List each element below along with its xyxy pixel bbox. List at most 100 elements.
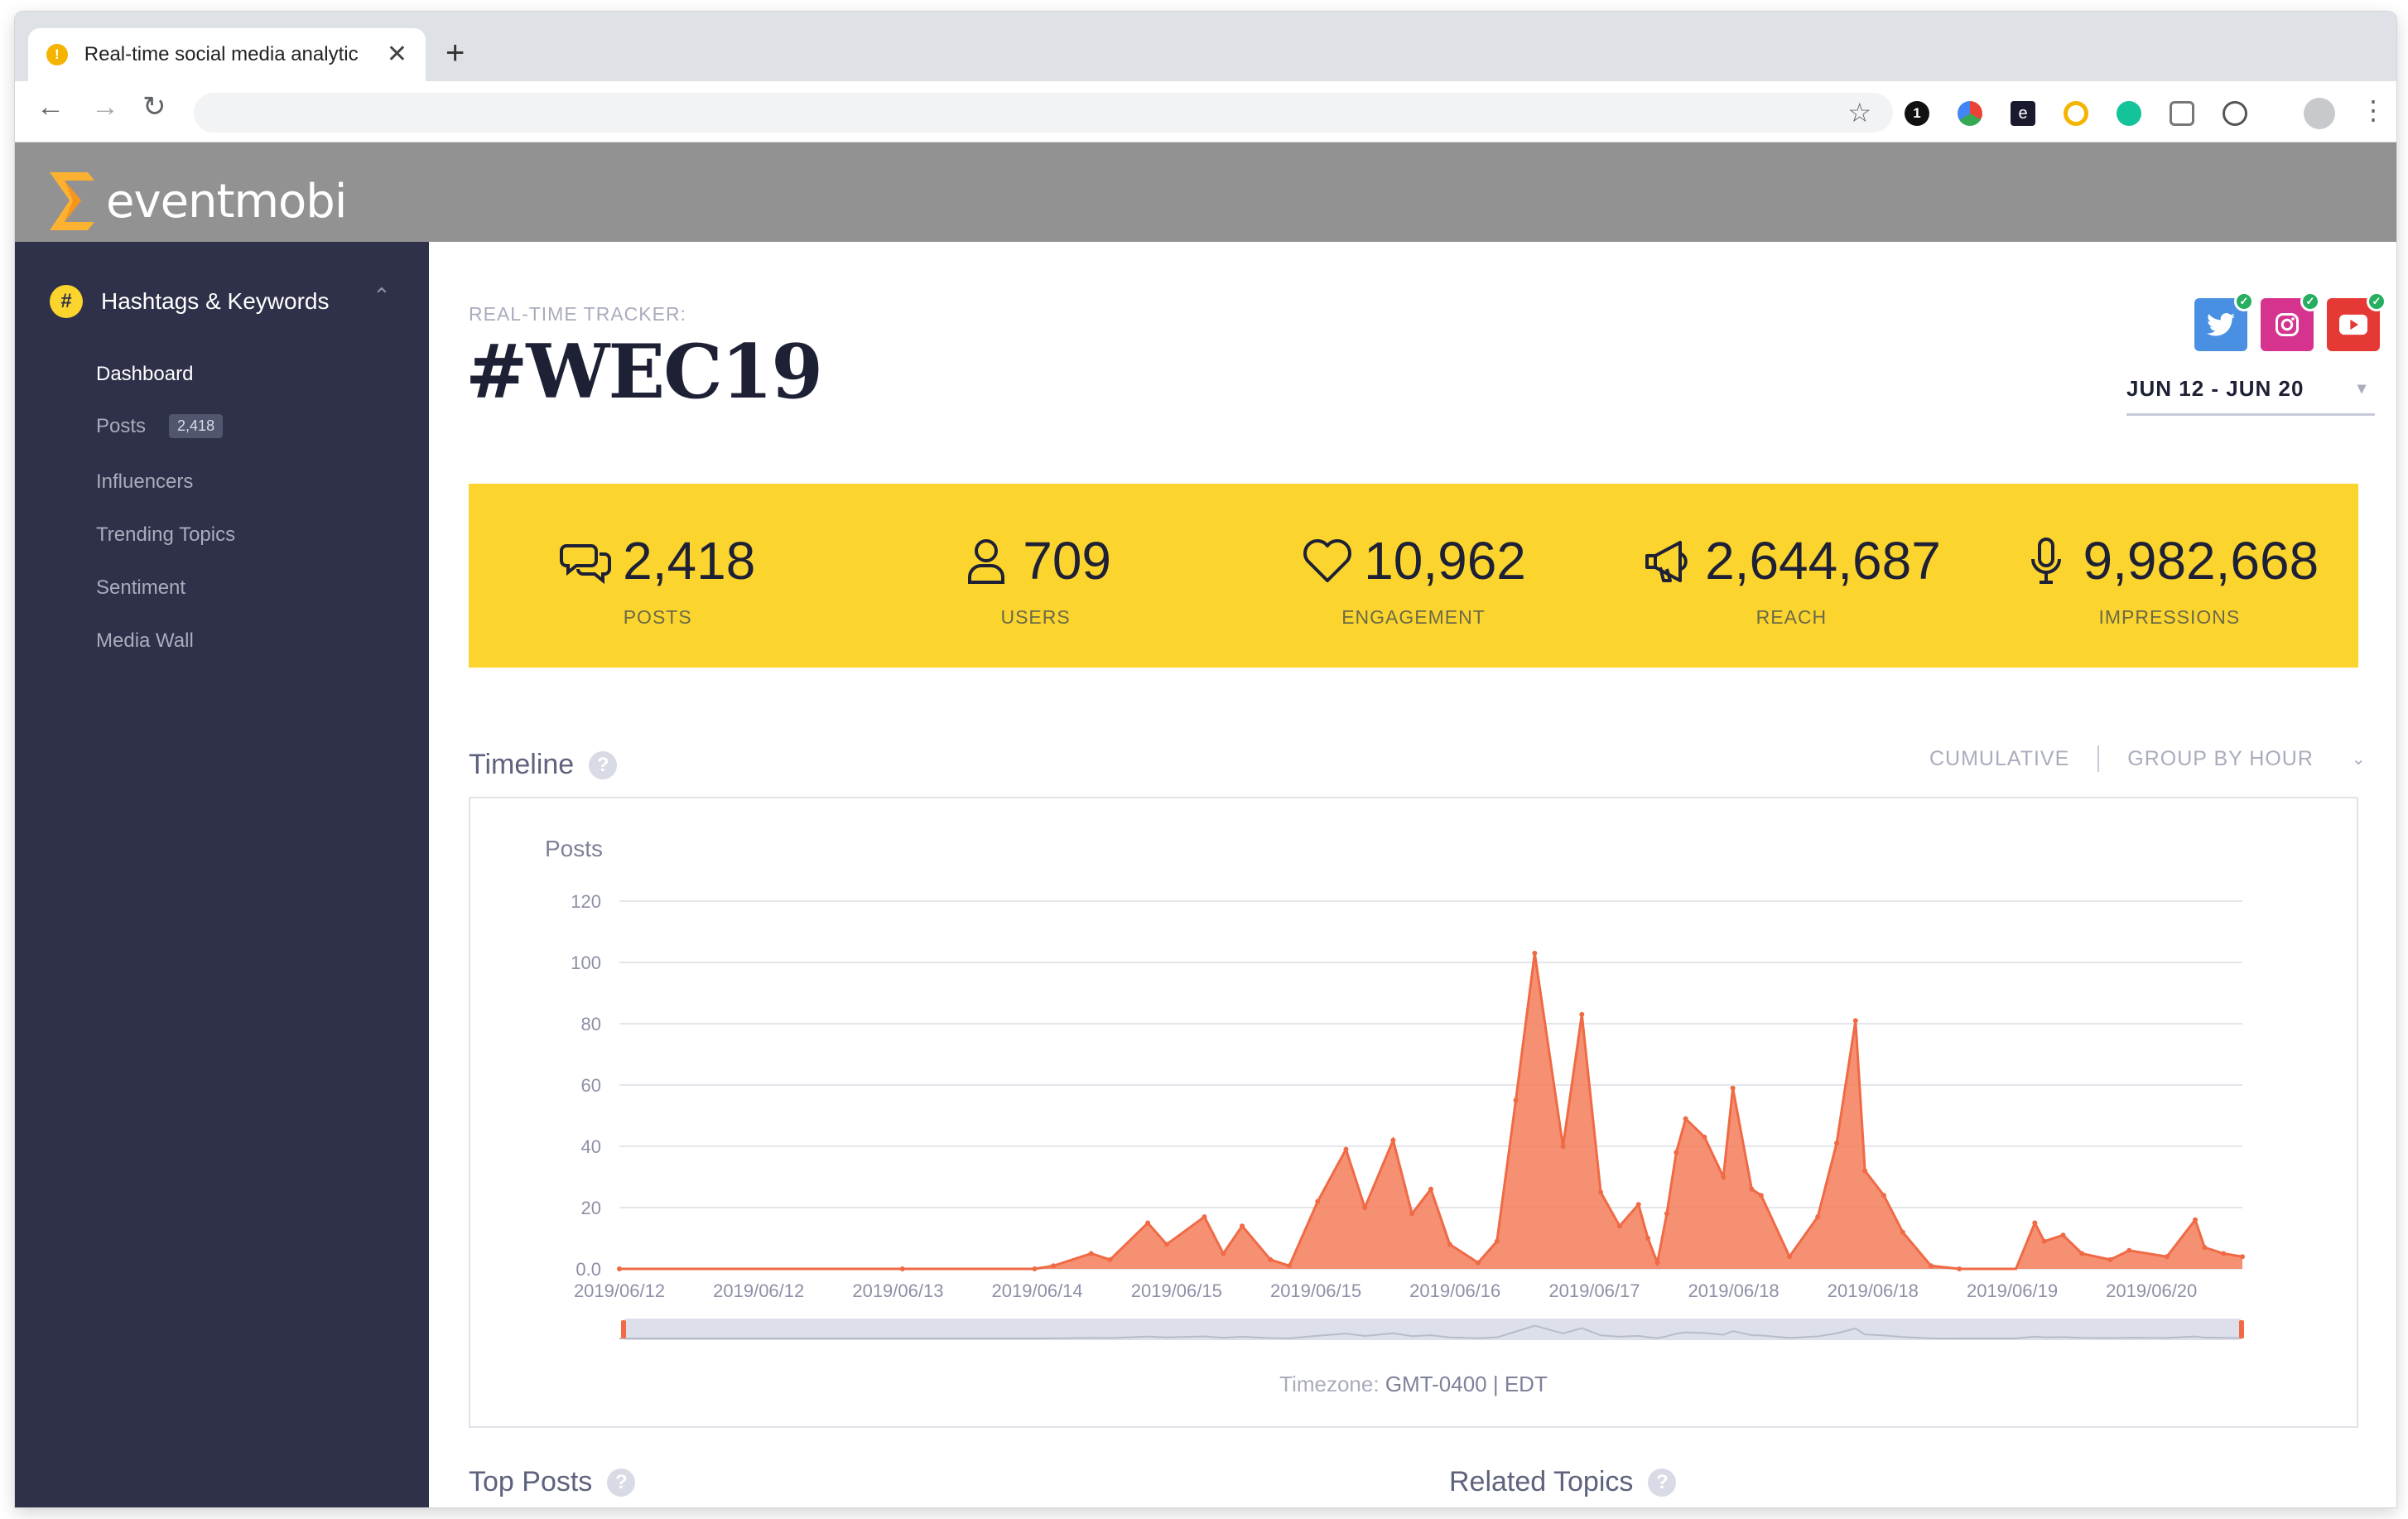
check-extension-icon[interactable]: [2223, 101, 2247, 126]
app-header: eventmobi: [15, 142, 2396, 242]
x-tick-label: 2019/06/16: [1409, 1280, 1500, 1301]
data-point: [1579, 1011, 1585, 1017]
password-manager-extension-icon[interactable]: 1: [1905, 101, 1929, 126]
data-point: [1343, 1146, 1349, 1152]
compass-extension-icon[interactable]: [2064, 101, 2088, 126]
data-point: [1957, 1266, 1963, 1271]
range-navigator: [624, 1319, 2241, 1340]
y-tick-label: 120: [571, 891, 601, 912]
sidebar-section-header[interactable]: # Hashtags & Keywords: [50, 285, 329, 318]
forward-icon[interactable]: →: [91, 91, 119, 123]
data-point: [1787, 1254, 1793, 1260]
grammarly-extension-icon[interactable]: [2117, 101, 2141, 126]
data-point: [1088, 1251, 1094, 1256]
date-range-value: JUN 12 - JUN 20: [2126, 376, 2304, 401]
x-tick-label: 2019/06/17: [1548, 1280, 1640, 1301]
color-extension-icon[interactable]: [1958, 101, 1982, 126]
help-icon[interactable]: ?: [607, 1468, 636, 1497]
data-point: [1862, 1168, 1868, 1174]
sidebar-item-trending-topics[interactable]: Trending Topics: [96, 523, 235, 547]
back-icon[interactable]: ←: [36, 91, 65, 123]
browser-tab[interactable]: ! Real-time social media analytic ✕: [28, 28, 426, 81]
close-icon[interactable]: ✕: [386, 41, 407, 68]
twitter-toggle[interactable]: ✓: [2194, 292, 2254, 351]
camera-extension-icon[interactable]: [2170, 101, 2194, 126]
data-point: [1645, 1236, 1651, 1241]
divider: [2097, 745, 2100, 772]
data-point: [1428, 1186, 1433, 1192]
new-tab-button[interactable]: +: [445, 35, 465, 71]
range-handle-left: [621, 1320, 626, 1338]
chevron-down-icon[interactable]: ⌄: [2351, 750, 2367, 769]
top-posts-heading: Top Posts ?: [469, 1466, 636, 1498]
megaphone-icon: [1645, 541, 1688, 582]
x-tick-label: 2019/06/12: [713, 1280, 804, 1301]
data-point: [1362, 1205, 1368, 1210]
warning-favicon-icon: !: [46, 44, 68, 65]
data-point: [2221, 1251, 2227, 1256]
sidebar-item-influencers[interactable]: Influencers: [96, 470, 193, 494]
sidebar-item-dashboard[interactable]: Dashboard: [96, 363, 193, 386]
stat-label: ENGAGEMENT: [1341, 606, 1486, 628]
data-point: [1532, 950, 1538, 956]
main-content: REAL-TIME TRACKER: #WEC19 ✓ ✓ ✓ JUN 12 -…: [429, 242, 2396, 1507]
x-tick-label: 2019/06/20: [2106, 1280, 2197, 1301]
timezone-value: GMT-0400 | EDT: [1385, 1372, 1548, 1396]
data-point: [2164, 1254, 2170, 1260]
browser-menu-icon[interactable]: ⋮: [2360, 95, 2386, 125]
address-bar[interactable]: ☆: [194, 93, 1893, 133]
chevron-up-icon[interactable]: ⌃: [373, 283, 391, 308]
eventmobi-logo[interactable]: eventmobi: [46, 167, 347, 235]
y-tick-label: 60: [581, 1075, 601, 1096]
youtube-toggle[interactable]: ✓: [2327, 292, 2386, 351]
sidebar-item-media-wall[interactable]: Media Wall: [96, 629, 194, 653]
data-point: [899, 1266, 905, 1271]
profile-avatar[interactable]: [2304, 98, 2335, 129]
sidebar-item-label: Trending Topics: [96, 523, 236, 546]
data-point: [2126, 1247, 2132, 1253]
data-point: [1221, 1251, 1226, 1256]
instagram-toggle[interactable]: ✓: [2261, 292, 2320, 351]
heart-icon: [1303, 539, 1352, 582]
data-point: [1240, 1223, 1245, 1229]
data-point: [1928, 1263, 1934, 1269]
instagram-icon: [2276, 313, 2299, 336]
area-series-fill: [619, 952, 2242, 1269]
sidebar: # Hashtags & Keywords ⌃ Dashboard Posts …: [15, 242, 429, 1507]
sidebar-item-sentiment[interactable]: Sentiment: [96, 576, 185, 600]
data-point: [1268, 1256, 1274, 1262]
group-by-select[interactable]: GROUP BY HOUR: [2127, 746, 2314, 770]
data-point: [2079, 1251, 2085, 1256]
data-point: [2107, 1256, 2113, 1262]
x-tick-label: 2019/06/19: [1967, 1280, 2058, 1301]
youtube-icon: [2339, 314, 2367, 335]
related-topics-heading: Related Topics ?: [1449, 1466, 1677, 1498]
stat-users: 709 USERS: [846, 484, 1224, 668]
timeline-chart-svg: Posts 0.0 20 40 60 80 100 120 2019/06/12 2019/06/…: [545, 836, 2245, 1340]
top-posts-title: Top Posts: [469, 1466, 593, 1497]
x-tick-label: 2019/06/15: [1270, 1280, 1361, 1301]
sidebar-item-posts[interactable]: Posts 2,418: [96, 414, 224, 438]
data-point: [1674, 1150, 1679, 1155]
data-point: [1409, 1211, 1415, 1217]
cumulative-toggle[interactable]: CUMULATIVE: [1929, 746, 2070, 770]
data-point: [1494, 1238, 1500, 1244]
data-point: [1447, 1242, 1452, 1247]
e-extension-icon[interactable]: e: [2011, 101, 2035, 126]
stat-value: 2,418: [623, 531, 756, 591]
eventmobi-logo-icon: [50, 172, 94, 230]
data-point: [1749, 1186, 1755, 1192]
stat-impressions: 9,982,668 IMPRESSIONS: [1981, 484, 2358, 668]
bookmark-star-icon[interactable]: ☆: [1847, 98, 1871, 128]
reload-icon[interactable]: ↻: [142, 91, 166, 123]
data-point: [1560, 1144, 1566, 1149]
data-point: [1683, 1116, 1688, 1121]
help-icon[interactable]: ?: [589, 750, 618, 779]
browser-toolbar: ← → ↻ ☆ 1 e ⋮: [15, 81, 2396, 142]
help-icon[interactable]: ?: [1648, 1468, 1677, 1497]
data-point: [2060, 1232, 2066, 1238]
stat-value: 10,962: [1364, 531, 1526, 591]
data-point: [1852, 1018, 1858, 1024]
data-point: [1815, 1214, 1821, 1220]
date-range-select[interactable]: JUN 12 - JUN 20 ▾: [2126, 374, 2375, 416]
